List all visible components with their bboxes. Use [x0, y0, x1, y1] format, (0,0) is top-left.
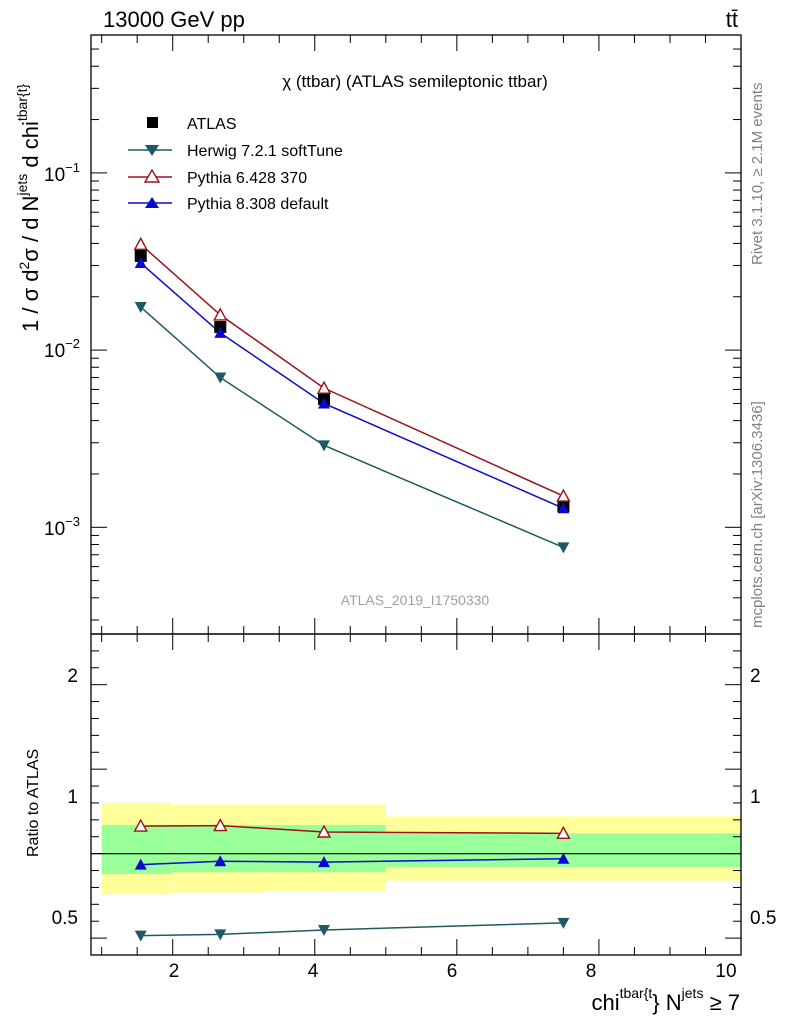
series-line-herwig — [140, 306, 564, 549]
ratio-point-pythia8 — [557, 852, 570, 864]
ratio-point-herwig — [134, 930, 147, 942]
data-point-herwig — [134, 302, 147, 314]
mcplots-label: mcplots.cern.ch [arXiv:1306.3436] — [749, 401, 766, 628]
legend-label: Herwig 7.2.1 softTune — [187, 143, 343, 160]
data-point-pythia8 — [318, 397, 331, 409]
ratio-y-tick-label-right: 0.5 — [750, 908, 776, 929]
ratio-y-tick-label: 0.5 — [52, 908, 78, 929]
ratio-plot-frame — [90, 633, 742, 956]
data-point-pythia8 — [557, 502, 570, 514]
ratio-y-tick-label: 2 — [67, 666, 78, 687]
rivet-label: Rivet 3.1.10, ≥ 2.1M events — [749, 83, 766, 266]
legend: ATLAS Herwig 7.2.1 softTune Pythia 6.428… — [128, 116, 343, 213]
legend-label: Pythia 8.308 default — [187, 196, 329, 213]
ratio-line-herwig — [140, 922, 564, 937]
analysis-id: ATLAS_2019_I1750330 — [341, 592, 490, 608]
data-point-pythia6 — [556, 488, 571, 502]
legend-marker-pythia8 — [145, 197, 159, 208]
process-label: tt̄ — [726, 7, 738, 32]
ratio-point-pythia8 — [134, 858, 147, 870]
data-point-pythia6 — [213, 307, 228, 321]
ratio-point-pythia6 — [316, 824, 332, 838]
legend-label: Pythia 6.428 370 — [187, 170, 307, 187]
data-point-herwig — [214, 372, 227, 384]
plot-title: χ (ttbar) (ATLAS semileptonic ttbar) — [282, 72, 548, 91]
y-tick-label: 10−2 — [44, 336, 80, 362]
x-tick-label: 2 — [169, 961, 180, 982]
x-tick-label: 4 — [308, 961, 319, 982]
ratio-point-pythia6 — [556, 825, 571, 840]
ratio-y-axis-label: Ratio to ATLAS — [25, 749, 42, 857]
ratio-y-tick-label: 1 — [67, 787, 78, 808]
ratio-point-herwig — [214, 929, 227, 941]
ratio-point-herwig — [318, 924, 331, 936]
ratio-y-tick-label-right: 2 — [750, 666, 761, 687]
legend-marker-pythia6 — [143, 168, 161, 183]
y-tick-label: 10−1 — [44, 160, 80, 186]
ratio-point-pythia8 — [318, 856, 331, 868]
data-point-pythia6 — [316, 380, 332, 394]
ratio-point-pythia6 — [133, 818, 148, 832]
data-point-atlas — [134, 249, 147, 262]
legend-marker-atlas — [147, 117, 158, 128]
ratio-y-tick-label-right: 1 — [750, 787, 761, 808]
series-line-pythia6 — [140, 243, 564, 497]
y-tick-label: 10−3 — [44, 514, 80, 540]
x-axis-label: chitbar{t} Njets ≥ 7 — [591, 985, 740, 1015]
legend-label: ATLAS — [187, 116, 237, 133]
legend-marker-herwig — [145, 145, 159, 156]
ratio-point-pythia8 — [214, 855, 227, 867]
data-point-herwig — [318, 440, 331, 452]
data-point-pythia8 — [214, 326, 227, 338]
ratio-line-pythia6 — [140, 824, 564, 835]
main-y-axis-label: 1 / σ d2σ / d Njets d chitbar{t} — [14, 83, 43, 332]
ratio-point-herwig — [557, 917, 570, 929]
energy-label: 13000 GeV pp — [103, 7, 245, 32]
ratio-point-pythia6 — [213, 818, 228, 832]
x-tick-label: 8 — [586, 961, 597, 982]
x-tick-label: 10 — [715, 961, 736, 982]
series-line-pythia8 — [140, 262, 564, 509]
data-point-herwig — [557, 542, 570, 554]
data-point-pythia6 — [133, 236, 148, 251]
data-point-pythia8 — [134, 257, 147, 269]
x-tick-label: 6 — [447, 961, 458, 982]
ratio-line-pythia8 — [140, 857, 564, 866]
